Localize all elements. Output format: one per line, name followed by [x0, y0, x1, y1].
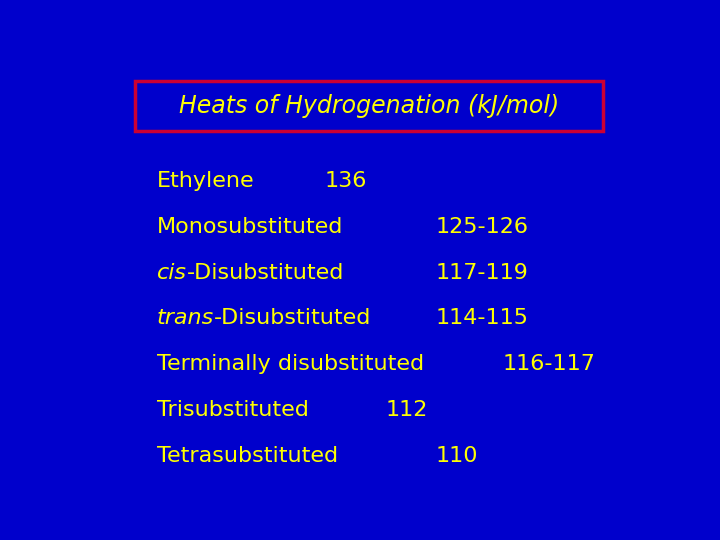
Text: 110: 110: [436, 446, 479, 465]
Text: trans: trans: [157, 308, 215, 328]
Text: -Disubstituted: -Disubstituted: [215, 308, 372, 328]
Text: Monosubstituted: Monosubstituted: [157, 217, 343, 237]
Text: 114-115: 114-115: [436, 308, 529, 328]
Text: Ethylene: Ethylene: [157, 171, 255, 191]
Text: Trisubstituted: Trisubstituted: [157, 400, 309, 420]
Text: -Disubstituted: -Disubstituted: [187, 262, 344, 283]
Text: Heats of Hydrogenation (kJ/mol): Heats of Hydrogenation (kJ/mol): [179, 94, 559, 118]
Text: Terminally disubstituted: Terminally disubstituted: [157, 354, 424, 374]
Text: 117-119: 117-119: [436, 262, 528, 283]
Text: 112: 112: [386, 400, 428, 420]
Text: 116-117: 116-117: [503, 354, 595, 374]
Text: 136: 136: [324, 171, 366, 191]
Text: Tetrasubstituted: Tetrasubstituted: [157, 446, 338, 465]
FancyBboxPatch shape: [135, 82, 603, 131]
Text: cis: cis: [157, 262, 187, 283]
Text: 125-126: 125-126: [436, 217, 529, 237]
